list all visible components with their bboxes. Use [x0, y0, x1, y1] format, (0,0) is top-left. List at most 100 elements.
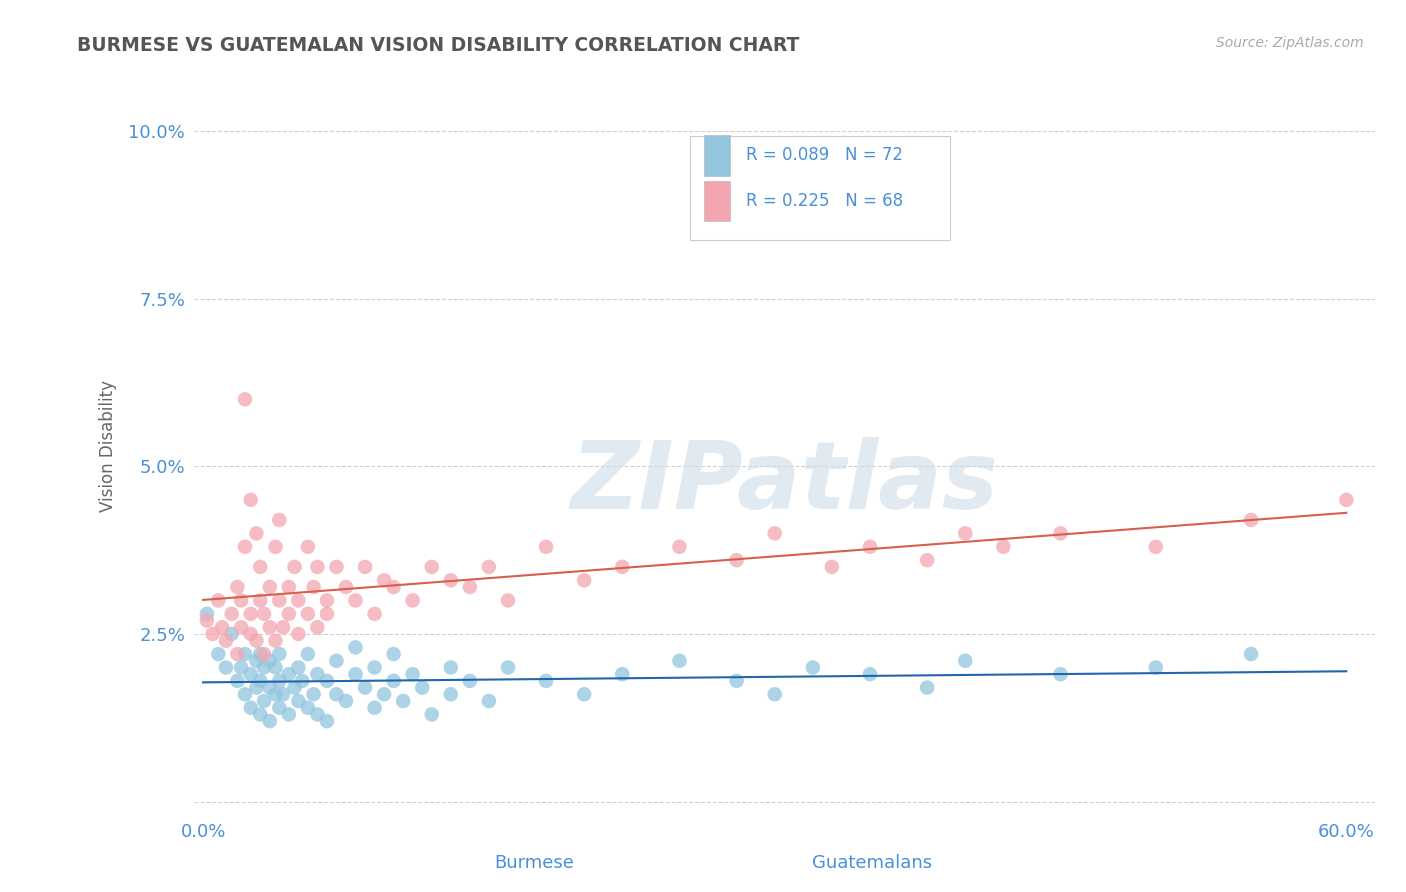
Point — [269, 673, 291, 688]
Point — [458, 673, 481, 688]
Y-axis label: Vision Disability: Vision Disability — [100, 380, 117, 512]
Point — [271, 620, 294, 634]
Point — [259, 714, 281, 728]
Point — [725, 673, 748, 688]
Point — [1144, 540, 1167, 554]
Point — [478, 560, 501, 574]
Point — [335, 694, 357, 708]
Point — [302, 580, 325, 594]
Point — [277, 607, 299, 621]
Point — [363, 700, 385, 714]
Point — [801, 660, 824, 674]
Point — [344, 593, 367, 607]
Point — [354, 560, 377, 574]
Point — [269, 647, 291, 661]
Point — [363, 607, 385, 621]
Point — [277, 580, 299, 594]
Point — [763, 687, 786, 701]
Point — [763, 526, 786, 541]
Point — [239, 667, 262, 681]
Text: Guatemalans: Guatemalans — [811, 855, 932, 872]
Point — [297, 647, 319, 661]
Point — [458, 580, 481, 594]
Point — [572, 687, 595, 701]
Point — [955, 654, 977, 668]
Point — [221, 607, 243, 621]
Point — [440, 574, 463, 588]
Point — [402, 667, 425, 681]
Point — [195, 614, 218, 628]
Point — [420, 560, 443, 574]
Text: Source: ZipAtlas.com: Source: ZipAtlas.com — [1216, 36, 1364, 50]
Point — [249, 593, 271, 607]
Point — [253, 607, 276, 621]
Point — [207, 593, 229, 607]
Point — [1336, 492, 1358, 507]
Point — [269, 700, 291, 714]
Text: Burmese: Burmese — [495, 855, 574, 872]
Point — [1240, 513, 1263, 527]
Point — [344, 640, 367, 655]
Point — [249, 707, 271, 722]
Point — [287, 627, 309, 641]
Point — [478, 694, 501, 708]
Point — [233, 687, 256, 701]
Point — [259, 580, 281, 594]
Point — [239, 492, 262, 507]
Point — [297, 540, 319, 554]
Point — [302, 687, 325, 701]
Point — [239, 607, 262, 621]
Point — [316, 607, 339, 621]
Bar — [704, 135, 730, 176]
Point — [496, 660, 519, 674]
Point — [297, 700, 319, 714]
Point — [287, 694, 309, 708]
Point — [231, 593, 253, 607]
Point — [277, 707, 299, 722]
Point — [411, 681, 433, 695]
Point — [307, 667, 329, 681]
Point — [373, 574, 395, 588]
Text: BURMESE VS GUATEMALAN VISION DISABILITY CORRELATION CHART: BURMESE VS GUATEMALAN VISION DISABILITY … — [77, 36, 800, 54]
Point — [226, 580, 249, 594]
Bar — [704, 180, 730, 221]
Point — [373, 687, 395, 701]
Point — [239, 627, 262, 641]
Point — [249, 673, 271, 688]
Point — [354, 681, 377, 695]
Point — [402, 593, 425, 607]
Point — [287, 593, 309, 607]
Point — [215, 633, 238, 648]
Point — [253, 660, 276, 674]
Point — [264, 540, 287, 554]
Point — [496, 593, 519, 607]
Point — [382, 647, 405, 661]
Point — [316, 673, 339, 688]
Point — [307, 707, 329, 722]
Point — [1240, 647, 1263, 661]
Point — [259, 681, 281, 695]
Point — [259, 620, 281, 634]
Point — [440, 660, 463, 674]
Point — [993, 540, 1015, 554]
Point — [264, 660, 287, 674]
Point — [325, 654, 347, 668]
Point — [277, 667, 299, 681]
Text: ZIPatlas: ZIPatlas — [571, 437, 998, 529]
Point — [245, 654, 267, 668]
Point — [233, 647, 256, 661]
Point — [316, 593, 339, 607]
Point — [572, 574, 595, 588]
Point — [283, 560, 305, 574]
Point — [363, 660, 385, 674]
Point — [253, 647, 276, 661]
Point — [231, 660, 253, 674]
Point — [207, 647, 229, 661]
Point — [221, 627, 243, 641]
Point — [725, 553, 748, 567]
Point — [859, 540, 882, 554]
Point — [271, 687, 294, 701]
Point — [668, 540, 690, 554]
Point — [226, 647, 249, 661]
Point — [382, 673, 405, 688]
